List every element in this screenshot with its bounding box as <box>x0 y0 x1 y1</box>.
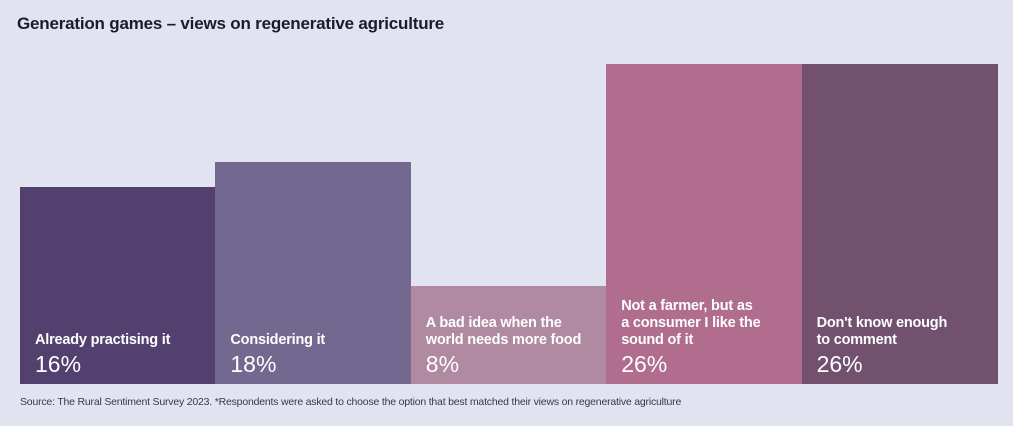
bar-label: Considering it 18% <box>230 332 405 377</box>
category-label: Don't know enough to comment <box>816 315 948 348</box>
value-label: 26% <box>816 351 863 377</box>
value-label: 16% <box>35 350 82 377</box>
chart-title: Generation games – views on regenerative… <box>17 14 445 33</box>
value-label: 8% <box>425 350 460 377</box>
bar: Considering it 18% <box>215 162 412 384</box>
bar: Don't know enough to comment 26% <box>801 64 998 384</box>
bar-label: Not a farmer, but as a consumer I like t… <box>621 298 796 377</box>
bar-label: A bad idea when the world needs more foo… <box>426 315 601 377</box>
category-label: Considering it <box>230 331 326 348</box>
value-label: 18% <box>230 350 277 377</box>
bar-label: Don't know enough to comment 26% <box>817 315 992 377</box>
category-label: A bad idea when the world needs more foo… <box>425 314 582 348</box>
bar-label: Already practising it 16% <box>35 332 210 377</box>
category-label: Already practising it <box>35 331 171 348</box>
bar: Already practising it 16% <box>20 187 216 384</box>
value-label: 26% <box>621 351 668 377</box>
source-note: Source: The Rural Sentiment Survey 2023.… <box>20 396 682 408</box>
bar: A bad idea when the world needs more foo… <box>410 285 607 384</box>
bar: Not a farmer, but as a consumer I like t… <box>606 64 803 384</box>
category-label: Not a farmer, but as a consumer I like t… <box>621 298 761 348</box>
